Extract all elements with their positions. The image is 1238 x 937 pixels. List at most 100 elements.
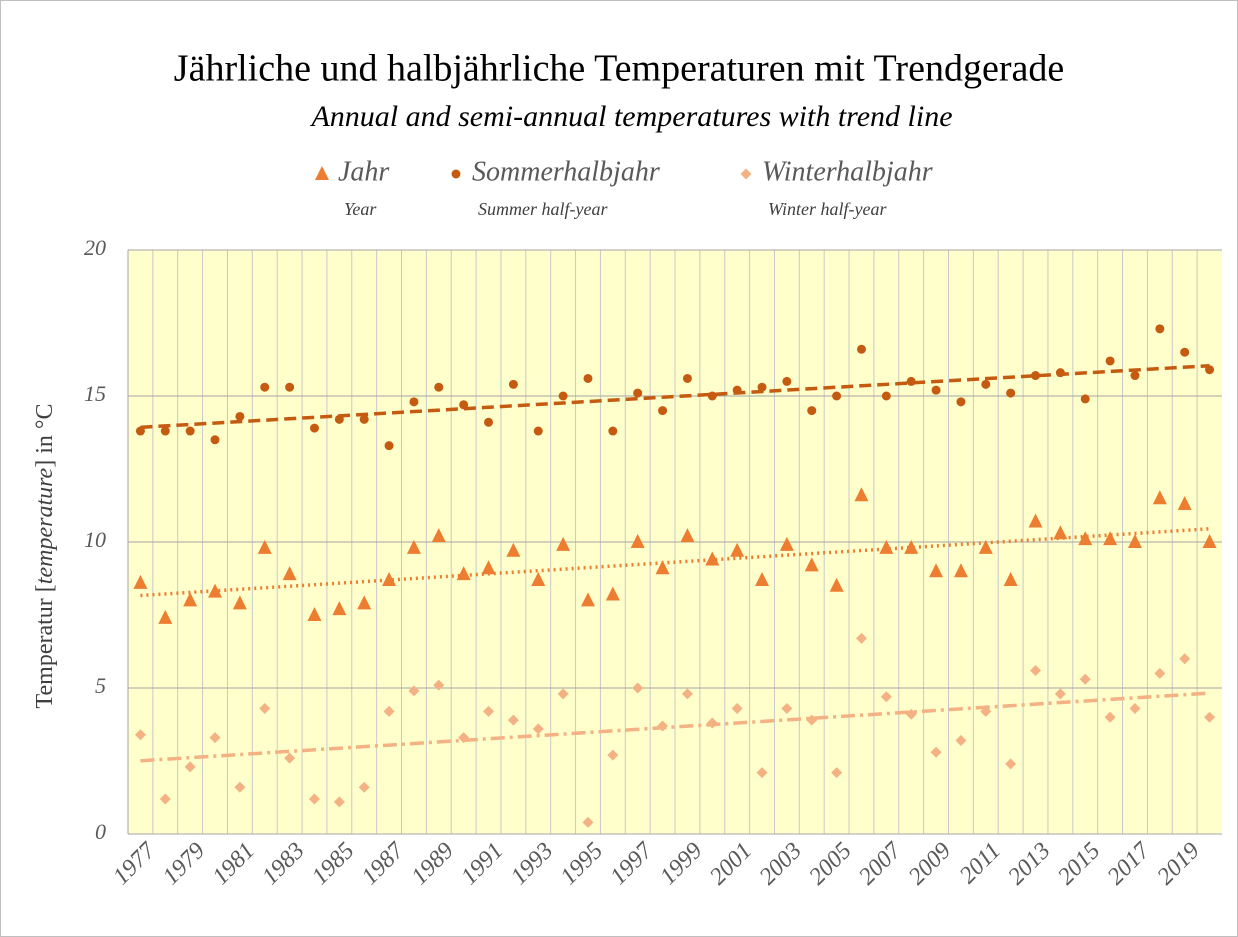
point xyxy=(880,691,892,703)
trend-line xyxy=(140,527,1210,598)
legend-sublabel: Summer half-year xyxy=(478,199,608,219)
point xyxy=(633,388,643,398)
point xyxy=(184,761,196,773)
point xyxy=(159,793,171,805)
point xyxy=(282,566,297,581)
point xyxy=(434,382,444,392)
point xyxy=(558,391,568,401)
point xyxy=(1127,534,1142,548)
point xyxy=(556,536,571,551)
point xyxy=(1204,711,1216,723)
point xyxy=(1177,496,1192,511)
point xyxy=(484,417,494,427)
legend-marker xyxy=(315,166,329,180)
point xyxy=(1006,388,1016,398)
point xyxy=(682,373,692,383)
point xyxy=(185,426,195,436)
point xyxy=(483,705,495,717)
point xyxy=(630,534,645,548)
point xyxy=(532,723,544,735)
point xyxy=(257,539,272,554)
point xyxy=(481,560,496,575)
point xyxy=(134,729,146,741)
point xyxy=(655,560,670,575)
y-tick-label: 10 xyxy=(84,527,106,552)
point xyxy=(456,566,471,581)
point xyxy=(705,551,720,566)
point xyxy=(408,685,420,697)
point xyxy=(308,793,320,805)
point xyxy=(730,542,745,557)
chart-subtitle: Annual and semi-annual temperatures with… xyxy=(309,100,952,133)
point xyxy=(1078,531,1093,546)
point xyxy=(1104,711,1116,723)
point xyxy=(359,414,369,424)
point xyxy=(1179,653,1191,665)
point xyxy=(533,426,543,436)
point xyxy=(779,536,794,551)
point xyxy=(1053,525,1068,540)
point xyxy=(433,679,445,691)
point xyxy=(531,571,546,586)
point xyxy=(707,391,717,401)
point xyxy=(384,441,394,451)
point xyxy=(259,702,271,714)
point xyxy=(1079,673,1091,685)
point xyxy=(1155,324,1165,334)
y-tick-label: 15 xyxy=(84,381,106,406)
point xyxy=(1202,534,1217,548)
point xyxy=(1028,513,1043,528)
point xyxy=(755,571,770,586)
point xyxy=(332,601,347,616)
point xyxy=(582,816,594,828)
y-tick-label: 0 xyxy=(95,819,106,844)
point xyxy=(1105,356,1115,366)
point xyxy=(956,397,966,407)
point xyxy=(1031,371,1041,381)
point xyxy=(781,702,793,714)
point xyxy=(632,682,644,694)
point xyxy=(680,528,695,543)
point xyxy=(160,426,170,436)
point xyxy=(183,592,198,607)
point xyxy=(782,376,792,386)
y-axis-label-part: temperature xyxy=(32,467,58,584)
point xyxy=(580,592,595,607)
point xyxy=(285,382,295,392)
point xyxy=(981,379,991,389)
point xyxy=(333,796,345,808)
y-axis-label-part: ] in °C xyxy=(32,404,58,468)
point xyxy=(731,702,743,714)
point xyxy=(856,344,866,354)
point xyxy=(383,705,395,717)
point xyxy=(260,382,270,392)
point xyxy=(358,781,370,793)
point xyxy=(1030,664,1042,676)
point xyxy=(881,391,891,401)
y-axis-label: Temperatur [temperature] in °C xyxy=(32,404,58,709)
point xyxy=(1130,371,1140,381)
trend-line xyxy=(140,691,1210,763)
point xyxy=(431,528,446,543)
point xyxy=(506,542,521,557)
point xyxy=(133,574,148,589)
trend-line xyxy=(140,363,1210,430)
legend-marker xyxy=(740,168,752,180)
point xyxy=(855,632,867,644)
point xyxy=(406,539,421,554)
point xyxy=(1054,688,1066,700)
point xyxy=(829,577,844,592)
point xyxy=(1152,490,1167,505)
point xyxy=(756,767,768,779)
legend-sublabel: Year xyxy=(344,199,377,219)
point xyxy=(557,688,569,700)
legend-label: Sommerhalbjahr xyxy=(472,156,660,187)
y-tick-label: 5 xyxy=(95,673,106,698)
point xyxy=(953,563,968,578)
point xyxy=(309,423,319,433)
point xyxy=(854,487,869,502)
point xyxy=(208,583,223,598)
point xyxy=(804,557,819,572)
point xyxy=(607,749,619,761)
